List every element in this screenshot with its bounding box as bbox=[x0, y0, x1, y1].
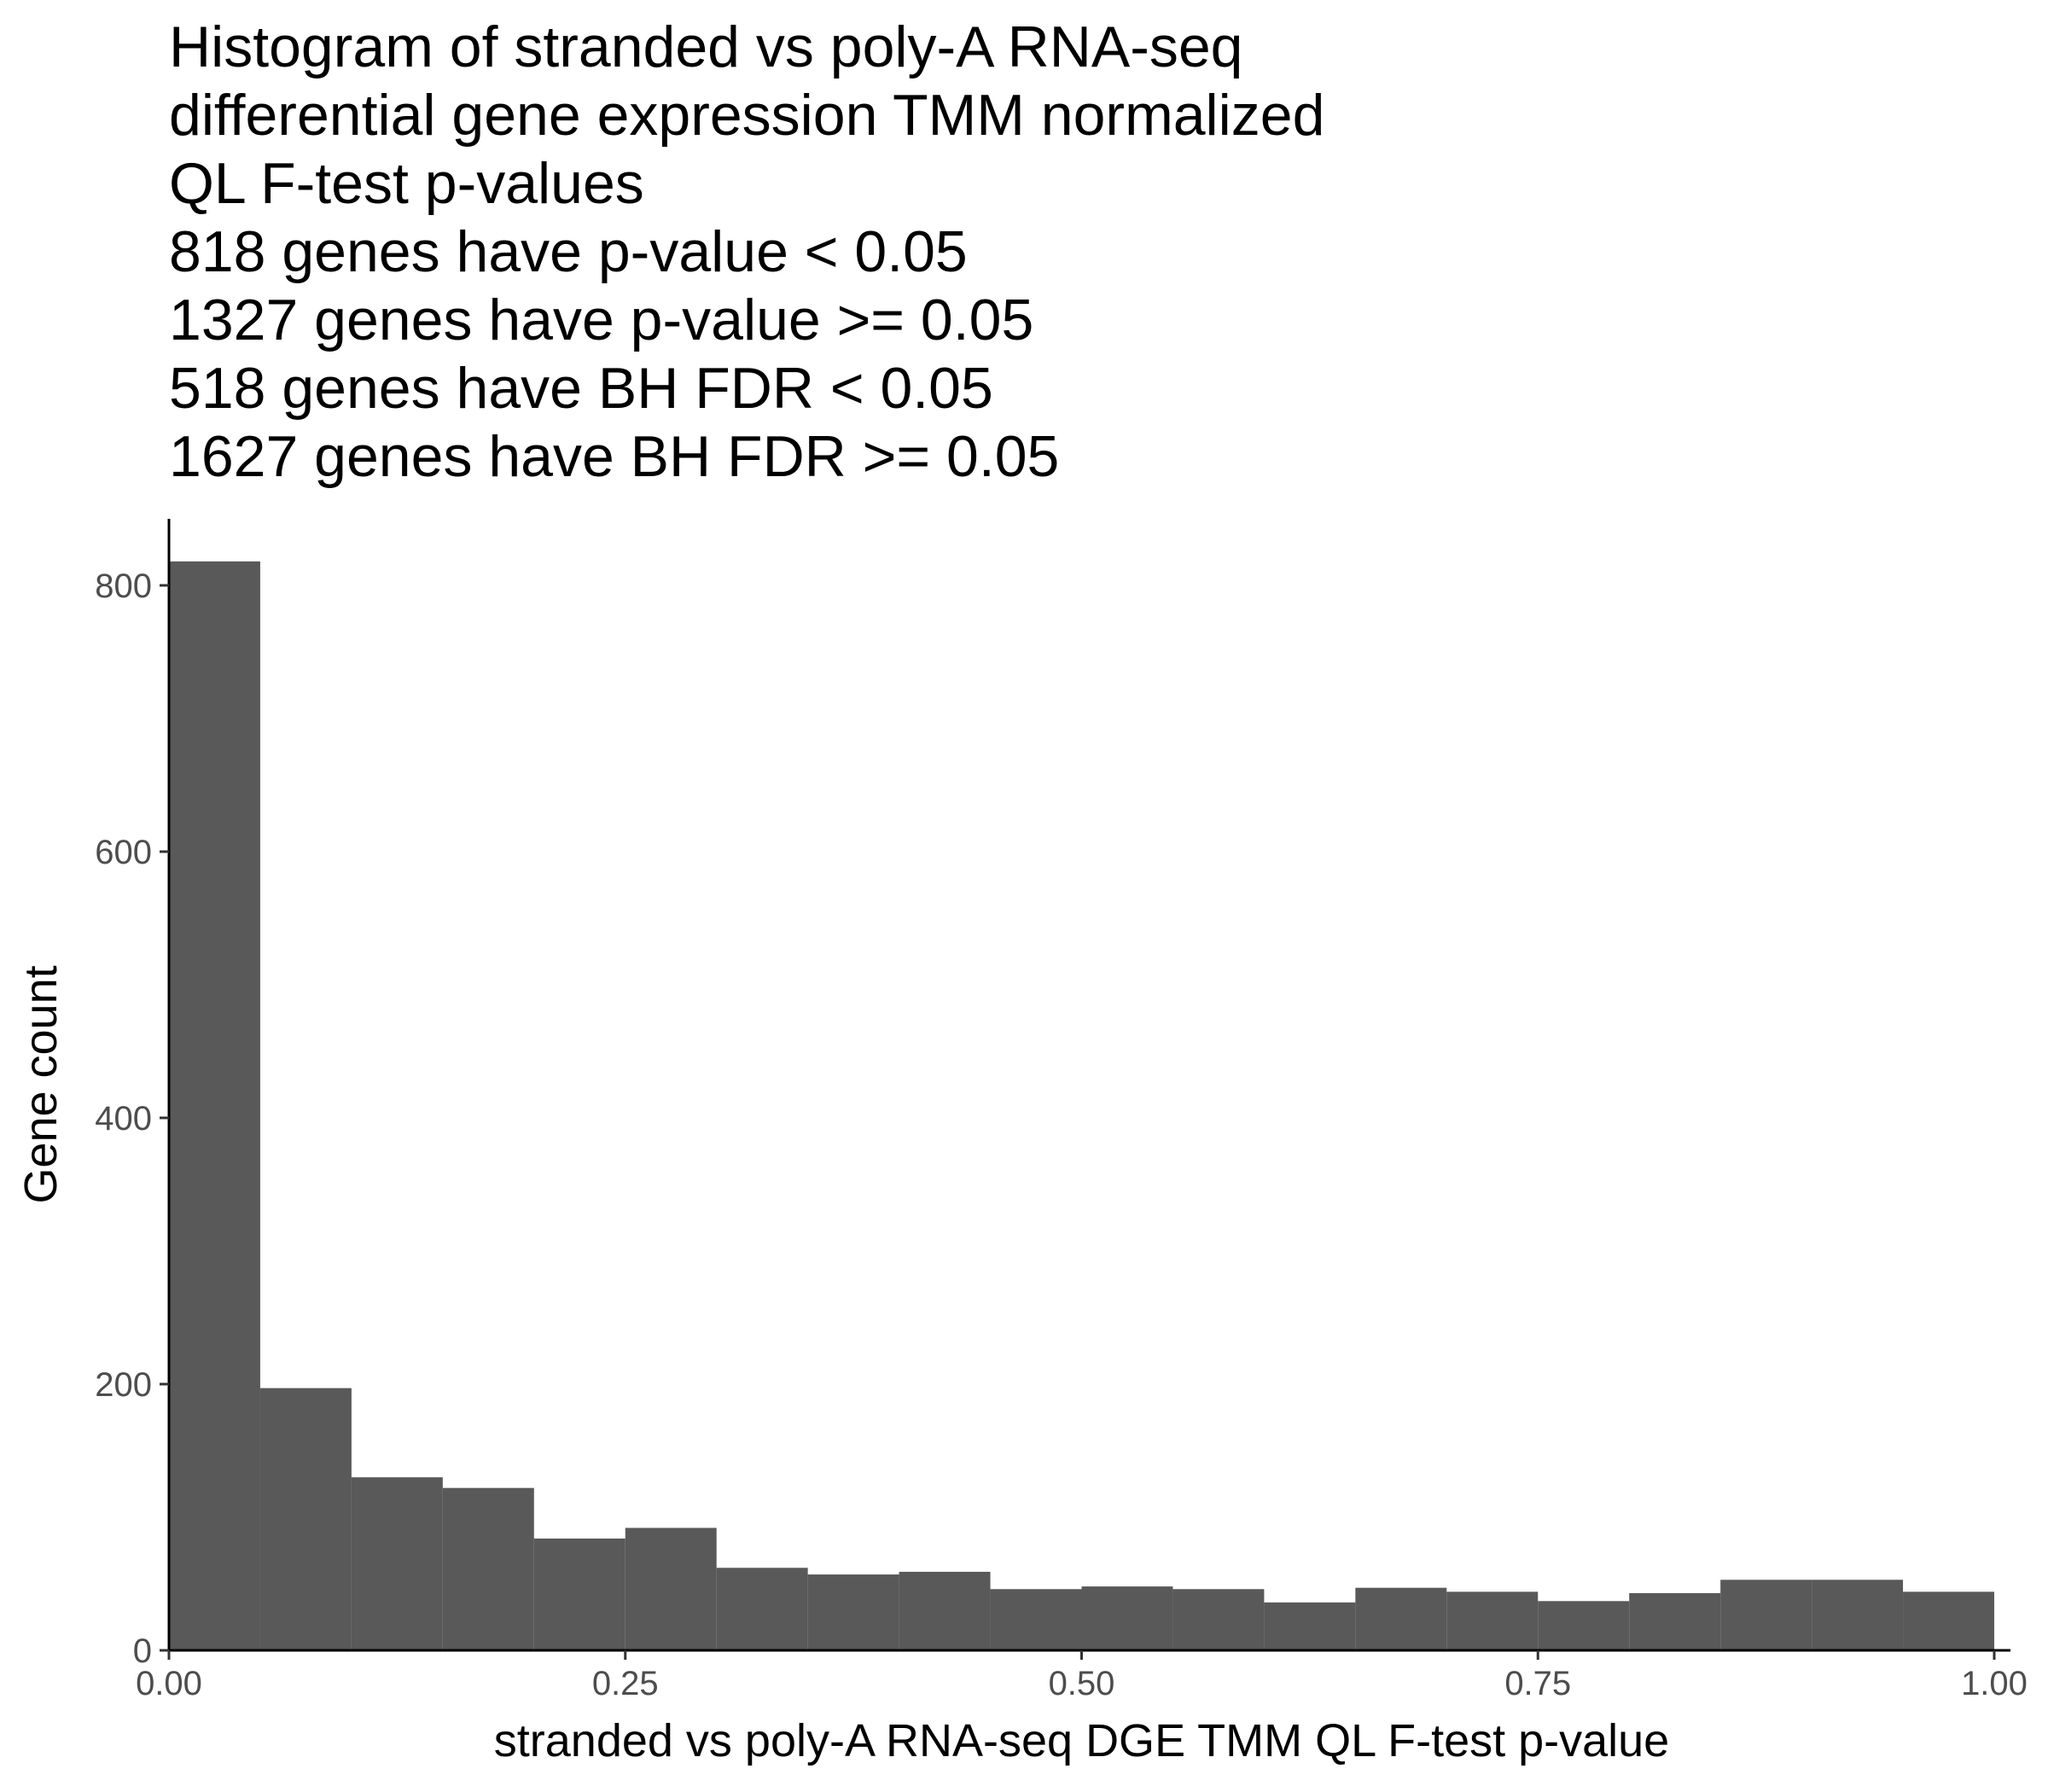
histogram-bar-15 bbox=[1446, 1591, 1539, 1650]
histogram-bar-12 bbox=[1172, 1589, 1265, 1650]
histogram-bar-6 bbox=[625, 1527, 717, 1650]
histogram-bar-5 bbox=[533, 1538, 625, 1650]
title-line-1: Histogram of stranded vs poly-A RNA-seq bbox=[169, 15, 1243, 79]
x-tick-label: 0.00 bbox=[136, 1665, 202, 1702]
title-line-7: 1627 genes have BH FDR >= 0.05 bbox=[169, 424, 1059, 489]
histogram-bar-10 bbox=[990, 1589, 1082, 1650]
x-axis-title: stranded vs poly-A RNA-seq DGE TMM QL F-… bbox=[494, 1715, 1669, 1766]
histogram-bar-11 bbox=[1081, 1586, 1173, 1650]
histogram-bar-1 bbox=[169, 561, 260, 1651]
y-axis-title: Gene count bbox=[15, 965, 67, 1203]
title-line-5: 1327 genes have p-value >= 0.05 bbox=[169, 288, 1033, 352]
y-tick-label: 400 bbox=[95, 1100, 152, 1137]
histogram-bar-8 bbox=[807, 1574, 899, 1650]
title-line-4: 818 genes have p-value < 0.05 bbox=[169, 219, 968, 284]
histogram-bar-9 bbox=[899, 1571, 991, 1650]
x-tick-label: 0.25 bbox=[592, 1665, 659, 1702]
histogram-bar-2 bbox=[259, 1388, 352, 1650]
title-line-2: differential gene expression TMM normali… bbox=[169, 83, 1324, 148]
histogram-bar-3 bbox=[351, 1477, 443, 1650]
x-axis-ticks: 0.00 0.25 0.50 0.75 1.00 bbox=[136, 1650, 2028, 1702]
title-line-6: 518 genes have BH FDR < 0.05 bbox=[169, 356, 993, 421]
histogram-bar-18 bbox=[1720, 1580, 1812, 1650]
histogram-bar-14 bbox=[1355, 1587, 1447, 1650]
chart-title: Histogram of stranded vs poly-A RNA-seqd… bbox=[169, 15, 1324, 489]
histogram-bar-4 bbox=[442, 1487, 534, 1650]
histogram-bar-20 bbox=[1903, 1591, 1994, 1650]
histogram-bar-16 bbox=[1538, 1601, 1630, 1650]
histogram-bars bbox=[169, 561, 1994, 1651]
y-tick-label: 200 bbox=[95, 1366, 152, 1404]
y-tick-label: 800 bbox=[95, 567, 152, 605]
axes bbox=[167, 519, 2010, 1652]
histogram-bar-7 bbox=[716, 1568, 808, 1650]
histogram-bar-13 bbox=[1264, 1602, 1356, 1650]
x-tick-label: 0.50 bbox=[1049, 1665, 1115, 1702]
x-tick-label: 1.00 bbox=[1961, 1665, 2028, 1702]
histogram-bar-19 bbox=[1812, 1580, 1904, 1650]
y-tick-label: 600 bbox=[95, 834, 152, 871]
histogram-bar-17 bbox=[1629, 1592, 1721, 1650]
title-line-3: QL F-test p-values bbox=[169, 151, 644, 216]
y-tick-label: 0 bbox=[133, 1632, 152, 1670]
y-axis-ticks: 0 200 400 600 800 bbox=[95, 567, 169, 1670]
x-tick-label: 0.75 bbox=[1504, 1665, 1571, 1702]
